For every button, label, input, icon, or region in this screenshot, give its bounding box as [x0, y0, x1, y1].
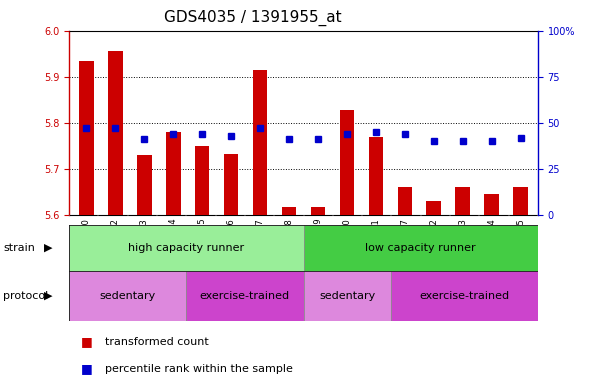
Text: protocol: protocol	[3, 291, 48, 301]
Bar	[166, 132, 180, 215]
Bar	[484, 194, 499, 215]
Text: exercise-trained: exercise-trained	[200, 291, 290, 301]
Text: ▶: ▶	[44, 291, 52, 301]
Text: ▶: ▶	[44, 243, 52, 253]
Text: percentile rank within the sample: percentile rank within the sample	[105, 364, 293, 374]
Text: exercise-trained: exercise-trained	[419, 291, 510, 301]
Bar	[282, 207, 296, 215]
Bar	[304, 271, 391, 321]
Bar	[69, 225, 304, 271]
Bar	[195, 146, 210, 215]
Bar	[427, 201, 441, 215]
Bar	[69, 271, 186, 321]
Bar	[391, 271, 538, 321]
Text: strain: strain	[3, 243, 35, 253]
Text: transformed count: transformed count	[105, 337, 209, 347]
Bar	[513, 187, 528, 215]
Text: ■: ■	[81, 362, 93, 375]
Bar	[137, 155, 151, 215]
Text: ■: ■	[81, 335, 93, 348]
Text: sedentary: sedentary	[319, 291, 376, 301]
Bar	[304, 225, 538, 271]
Bar	[311, 207, 325, 215]
Bar	[368, 137, 383, 215]
Bar	[253, 70, 267, 215]
Text: sedentary: sedentary	[100, 291, 156, 301]
Bar	[108, 51, 123, 215]
Text: GDS4035 / 1391955_at: GDS4035 / 1391955_at	[163, 10, 341, 26]
Bar	[79, 61, 94, 215]
Text: low capacity runner: low capacity runner	[365, 243, 476, 253]
Bar	[340, 110, 354, 215]
Text: high capacity runner: high capacity runner	[128, 243, 245, 253]
Bar	[456, 187, 470, 215]
Bar	[397, 187, 412, 215]
Bar	[186, 271, 304, 321]
Bar	[224, 154, 239, 215]
